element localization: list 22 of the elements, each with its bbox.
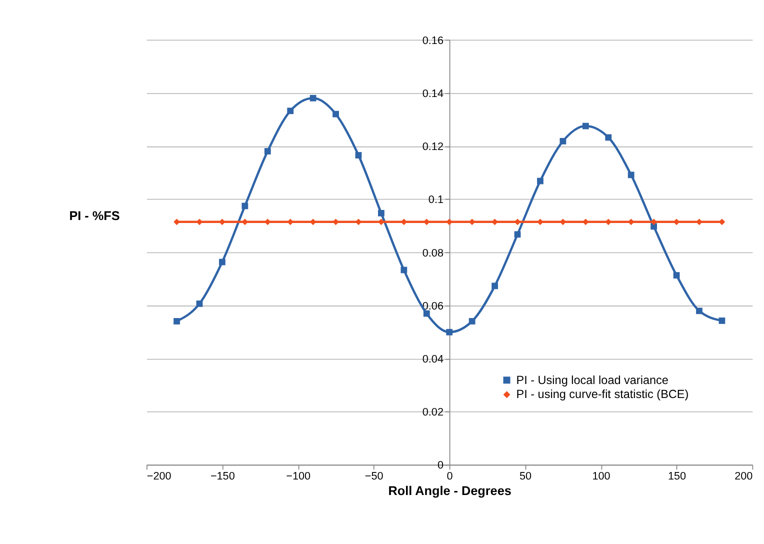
y-tick-label: 0.1 bbox=[428, 194, 444, 206]
x-axis-title: Roll Angle - Degrees bbox=[388, 484, 512, 498]
y-tick-label: 0.06 bbox=[422, 300, 444, 312]
legend-label: PI - using curve-fit statistic (BCE) bbox=[516, 388, 689, 402]
legend-label: PI - Using local load variance bbox=[516, 374, 669, 387]
x-tick-label: −50 bbox=[364, 470, 384, 483]
y-tick-label: 0.16 bbox=[422, 34, 444, 47]
x-tick-label: −100 bbox=[286, 470, 311, 483]
x-tick-label: 50 bbox=[520, 470, 532, 483]
x-tick-label: 200 bbox=[734, 470, 753, 483]
y-tick-label: 0.12 bbox=[422, 141, 444, 154]
x-tick-label: −150 bbox=[210, 470, 235, 483]
y-tick-label: 0 bbox=[437, 460, 444, 472]
x-tick-label: 100 bbox=[592, 470, 610, 483]
x-tick-label: 0 bbox=[446, 470, 453, 483]
y-tick-label: 0.02 bbox=[422, 406, 444, 419]
x-tick-label: 150 bbox=[668, 470, 686, 483]
y-axis-title: PI - %FS bbox=[69, 209, 120, 224]
x-tick-label: −200 bbox=[146, 470, 172, 483]
y-tick-label: 0.08 bbox=[422, 247, 444, 260]
y-tick-label: 0.14 bbox=[422, 88, 444, 100]
y-tick-label: 0.04 bbox=[422, 354, 444, 366]
